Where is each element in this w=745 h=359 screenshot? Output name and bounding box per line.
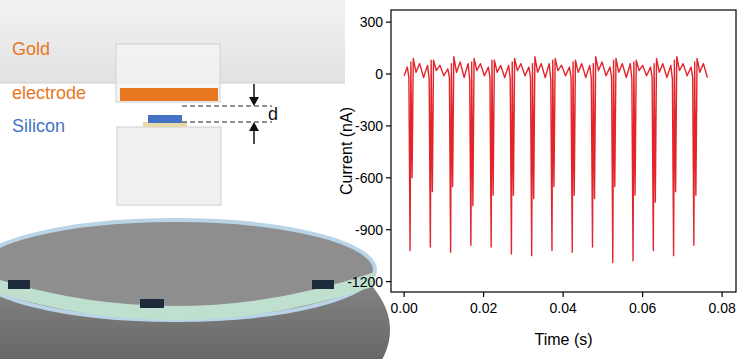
x-tick (404, 292, 405, 297)
y-tick (386, 229, 391, 230)
stage-top (0, 220, 375, 320)
upper-holder (116, 44, 220, 102)
x-tick-label: 0.06 (629, 300, 656, 316)
y-axis-title: Current (nA) (338, 107, 355, 195)
x-axis-title: Time (s) (534, 331, 592, 348)
y-tick (386, 73, 391, 74)
x-tick-label: 0.08 (708, 300, 735, 316)
x-tick-label: 0.00 (390, 300, 417, 316)
label-gap: d (268, 104, 278, 124)
chart: -1200 -900 -600 -300 0 300 0.00 0.02 0.04 0.06 0.0… (338, 10, 736, 348)
gap-line (182, 122, 272, 123)
x-tick (721, 292, 722, 297)
x-tick (563, 292, 564, 297)
y-tick (386, 22, 391, 23)
y-tick-label: -300 (355, 118, 383, 134)
gap-arrowhead (249, 122, 259, 131)
band-block (8, 280, 30, 289)
y-tick-label: -600 (355, 170, 383, 186)
y-tick (386, 281, 391, 282)
label-electrode: electrode (12, 83, 86, 103)
figure: Gold electrode Silicon d -1200 -900 -600 -300 0 3… (0, 0, 745, 359)
stage-disk (0, 220, 390, 359)
y-tick (386, 125, 391, 126)
y-tick-label: -900 (355, 222, 383, 238)
gold-electrode (120, 88, 218, 101)
y-tick (386, 177, 391, 178)
label-silicon: Silicon (12, 116, 65, 136)
x-tick (483, 292, 484, 297)
plot-frame (391, 10, 736, 292)
x-tick-label: 0.02 (470, 300, 497, 316)
silicon-chip (148, 115, 182, 123)
label-gold: Gold (12, 39, 50, 59)
current-line (404, 57, 707, 263)
y-tick-label: 300 (360, 14, 384, 30)
stage-band (0, 272, 375, 320)
x-tick (642, 292, 643, 297)
y-tick-label: 0 (375, 66, 383, 82)
plot-area (404, 57, 707, 263)
gap-line (182, 106, 272, 107)
band-block (140, 299, 164, 308)
lower-pedestal (117, 127, 221, 205)
gap-arrowhead (249, 97, 259, 106)
y-tick-label: -1200 (347, 274, 383, 290)
schematic: Gold electrode Silicon d (0, 0, 390, 359)
x-tick-label: 0.04 (549, 300, 576, 316)
band-block (312, 280, 334, 289)
